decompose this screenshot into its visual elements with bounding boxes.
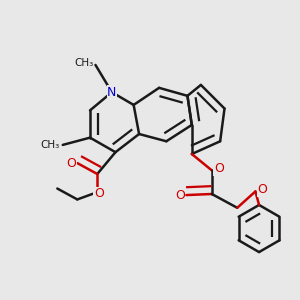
Text: O: O — [175, 189, 185, 202]
Text: O: O — [214, 162, 224, 175]
Text: CH₃: CH₃ — [40, 140, 59, 150]
Text: O: O — [94, 187, 104, 200]
Text: CH₃: CH₃ — [75, 58, 94, 68]
Text: N: N — [107, 86, 116, 99]
Text: O: O — [67, 157, 76, 169]
Text: O: O — [258, 183, 268, 196]
